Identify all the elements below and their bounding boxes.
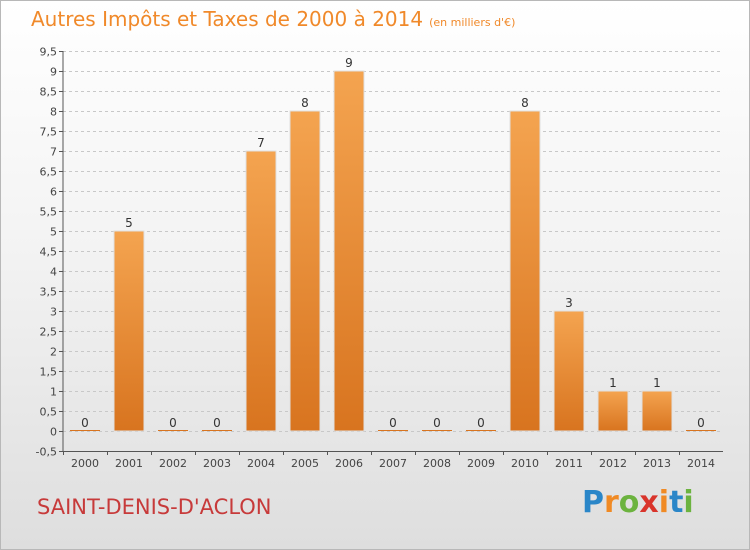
y-tick-label: 8,5 bbox=[40, 86, 58, 99]
data-label: 0 bbox=[433, 416, 441, 430]
logo-letter: i bbox=[683, 485, 694, 520]
y-tick-label: 2,5 bbox=[40, 326, 58, 339]
bar bbox=[202, 430, 232, 431]
x-tick-label: 2013 bbox=[643, 457, 671, 470]
x-tick-label: 2006 bbox=[335, 457, 363, 470]
y-tick-label: 0,5 bbox=[40, 406, 58, 419]
x-tick-label: 2011 bbox=[555, 457, 583, 470]
x-tick-label: 2012 bbox=[599, 457, 627, 470]
bar bbox=[158, 430, 188, 431]
y-tick-label: 4 bbox=[50, 266, 57, 279]
data-label: 0 bbox=[213, 416, 221, 430]
y-tick-label: 0 bbox=[50, 426, 57, 439]
logo-letter: i bbox=[658, 485, 670, 520]
x-tick-label: 2002 bbox=[159, 457, 187, 470]
x-tick-label: 2010 bbox=[511, 457, 539, 470]
y-tick-label: 7 bbox=[50, 146, 57, 159]
x-tick-label: 2001 bbox=[115, 457, 143, 470]
y-tick-label: 9 bbox=[50, 66, 57, 79]
bar bbox=[378, 430, 408, 431]
chart-title: Autres Impôts et Taxes de 2000 à 2014 (en… bbox=[31, 7, 515, 31]
bar bbox=[641, 390, 673, 432]
bars bbox=[70, 70, 716, 432]
logo-letter: x bbox=[639, 485, 659, 520]
y-tick-label: 5 bbox=[50, 226, 57, 239]
y-tick-label: 4,5 bbox=[40, 246, 58, 259]
y-tick-label: 3,5 bbox=[40, 286, 58, 299]
bar bbox=[597, 390, 629, 432]
y-tick-label: 6 bbox=[50, 186, 57, 199]
bar bbox=[333, 70, 365, 432]
y-tick-label: 3 bbox=[50, 306, 57, 319]
bar bbox=[70, 430, 100, 431]
logo-letter: r bbox=[604, 485, 619, 520]
data-label: 7 bbox=[257, 136, 265, 150]
data-label: 1 bbox=[653, 376, 661, 390]
title-text: Autres Impôts et Taxes de 2000 à 2014 bbox=[31, 7, 424, 31]
y-tick-label: 6,5 bbox=[40, 166, 58, 179]
logo-letter: o bbox=[618, 485, 640, 520]
data-label: 5 bbox=[125, 216, 133, 230]
y-tick-label: 7,5 bbox=[40, 126, 58, 139]
logo-letter: P bbox=[582, 485, 604, 520]
x-tick-label: 2003 bbox=[203, 457, 231, 470]
y-tick-label: 2 bbox=[50, 346, 57, 359]
bar bbox=[466, 430, 496, 431]
data-label: 0 bbox=[697, 416, 705, 430]
unit-label: (en milliers d'€) bbox=[429, 16, 516, 29]
bar bbox=[509, 110, 541, 432]
data-label: 0 bbox=[389, 416, 397, 430]
commune-name: SAINT-DENIS-D'ACLON bbox=[37, 495, 272, 519]
y-tick-label: 1 bbox=[50, 386, 57, 399]
x-tick-label: 2000 bbox=[71, 457, 99, 470]
x-axis: 2000 2001 2002 2003 2004 2005 2006 2007 2008 2009… bbox=[63, 451, 723, 470]
x-tick-label: 2014 bbox=[687, 457, 715, 470]
y-tick-label: -0,5 bbox=[36, 446, 57, 459]
x-tick-label: 2008 bbox=[423, 457, 451, 470]
bar bbox=[553, 310, 585, 432]
y-tick-label: 5,5 bbox=[40, 206, 58, 219]
data-label: 9 bbox=[345, 56, 353, 70]
x-tick-label: 2004 bbox=[247, 457, 275, 470]
data-labels: 0 5 0 0 7 8 9 0 0 0 8 3 1 1 0 bbox=[81, 56, 705, 430]
y-axis: -0,5 0 0,5 1 1,5 2 2,5 3 3,5 4 4,5 5 5,5 6 6,5 7 7,5 8 8,5… bbox=[36, 46, 64, 459]
data-label: 8 bbox=[301, 96, 309, 110]
bar bbox=[686, 430, 716, 431]
bar bbox=[113, 230, 145, 432]
bar bbox=[245, 150, 277, 432]
y-tick-label: 8 bbox=[50, 106, 57, 119]
x-tick-label: 2005 bbox=[291, 457, 319, 470]
data-label: 0 bbox=[81, 416, 89, 430]
data-label: 0 bbox=[477, 416, 485, 430]
data-label: 1 bbox=[609, 376, 617, 390]
data-label: 3 bbox=[565, 296, 573, 310]
data-label: 0 bbox=[169, 416, 177, 430]
x-tick-label: 2009 bbox=[467, 457, 495, 470]
bar bbox=[422, 430, 452, 431]
data-label: 8 bbox=[521, 96, 529, 110]
y-tick-label: 1,5 bbox=[40, 366, 58, 379]
logo-letter: t bbox=[669, 485, 684, 520]
x-tick-label: 2007 bbox=[379, 457, 407, 470]
bar bbox=[289, 110, 321, 432]
y-tick-label: 9,5 bbox=[40, 46, 58, 59]
proxiti-logo: Proxiti bbox=[582, 485, 694, 520]
